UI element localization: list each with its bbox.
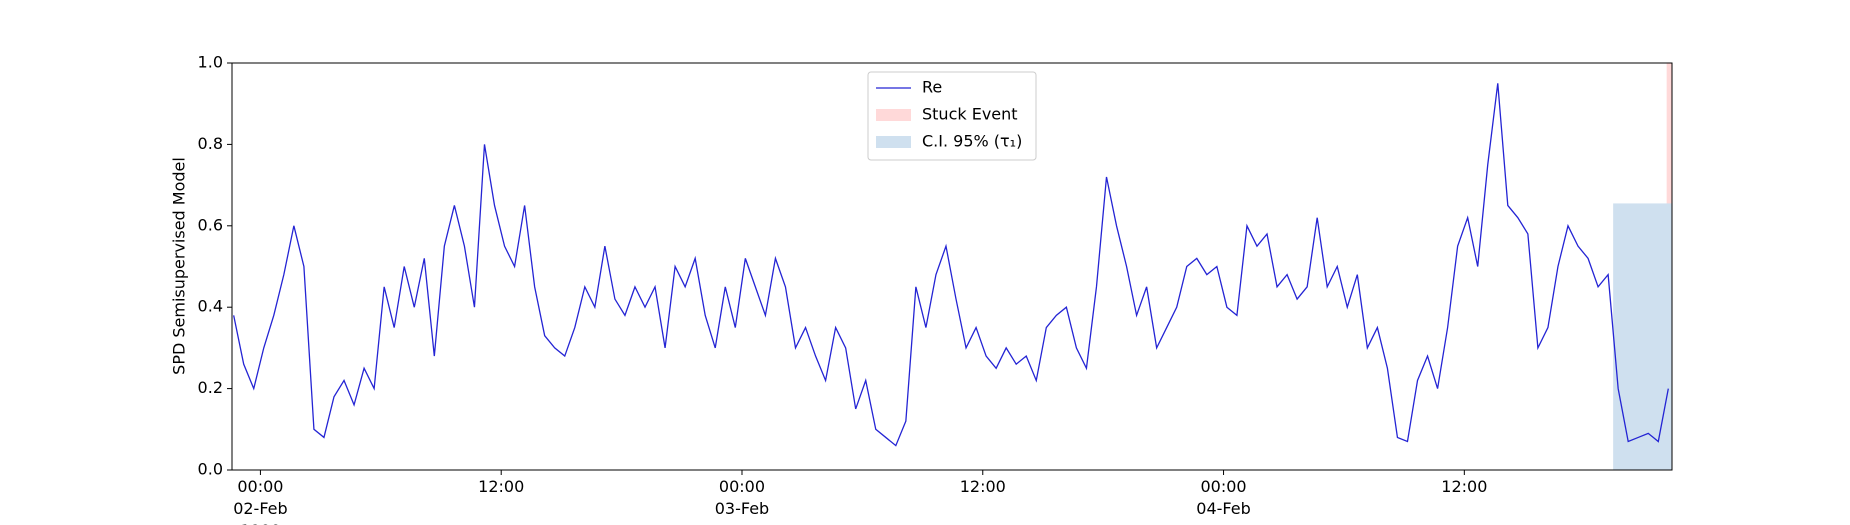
y-tick-label: 0.8 [198, 134, 223, 153]
legend-label: Re [922, 78, 942, 97]
y-tick-label: 0.2 [198, 378, 223, 397]
x-tick-label: 12:00 [478, 477, 524, 496]
x-tick-label: 00:00 03-Feb [715, 477, 769, 518]
legend-label: C.I. 95% (τ₁) [922, 132, 1022, 151]
legend-label: Stuck Event [922, 105, 1018, 124]
y-tick-label: 1.0 [198, 53, 223, 72]
x-tick-label: 12:00 [960, 477, 1006, 496]
y-tick-label: 0.6 [198, 215, 223, 234]
legend-patch [876, 136, 911, 148]
x-tick-label: 12:00 [1441, 477, 1487, 496]
legend-patch [876, 109, 911, 121]
span [1613, 203, 1672, 471]
x-tick-label: 00:00 04-Feb [1196, 477, 1250, 518]
data-line [233, 83, 1669, 447]
y-axis-label: SPD Semisupervised Model [170, 157, 189, 375]
y-tick-label: 0.4 [198, 297, 223, 316]
plot-frame [231, 62, 1673, 471]
y-tick-label: 0.0 [198, 460, 223, 479]
